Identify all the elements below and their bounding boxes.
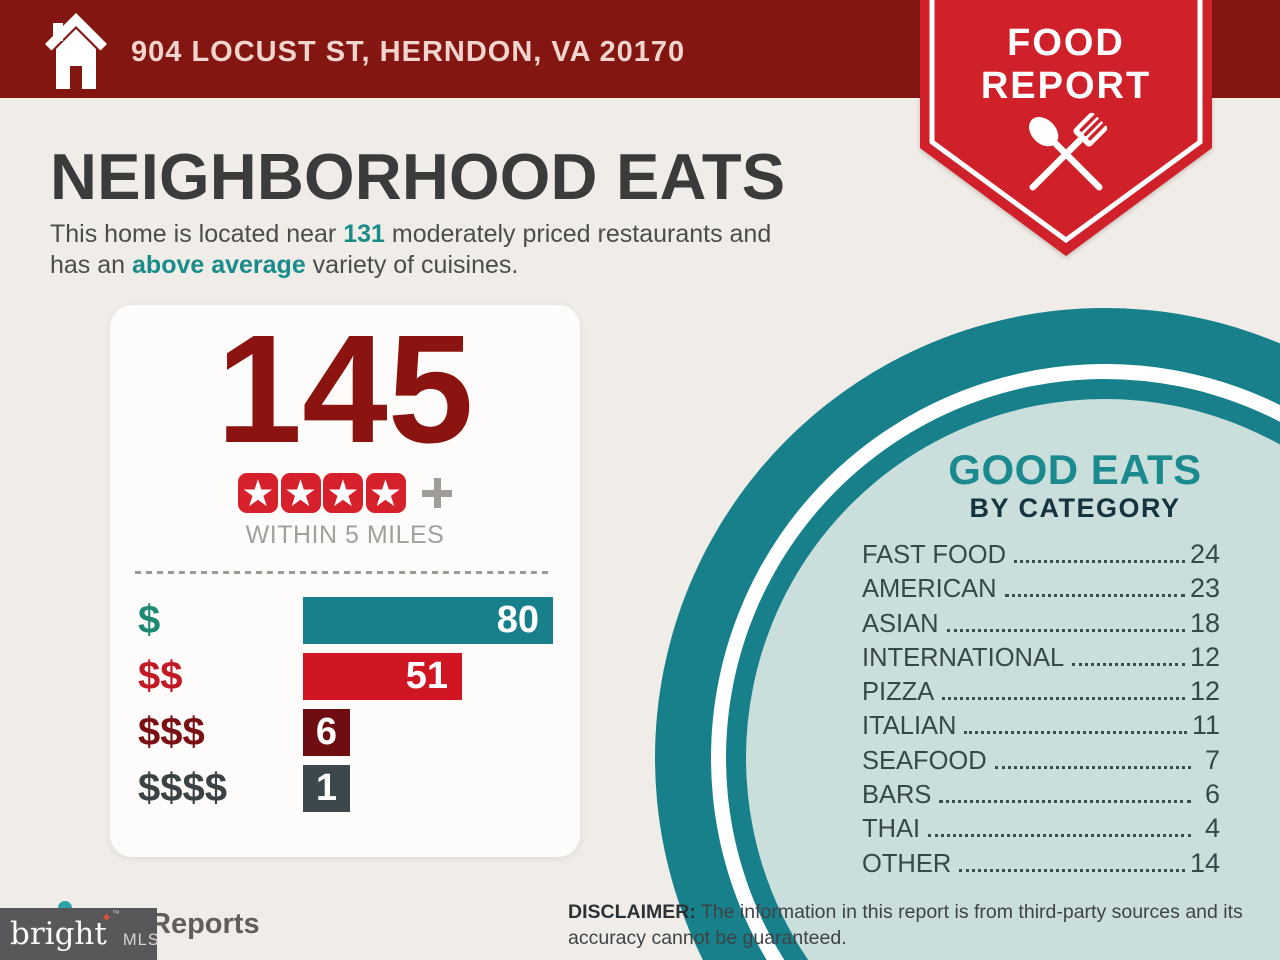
- category-row: PIZZA 12: [862, 676, 1220, 710]
- category-label: FAST FOOD: [862, 541, 1007, 569]
- price-tier-bar: 1: [303, 765, 350, 812]
- trademark-symbol: ™: [111, 908, 120, 918]
- intro-l2a: has an: [50, 251, 133, 279]
- intro-text: This home is located near 131 moderately…: [50, 219, 771, 281]
- badge-line1: FOOD: [1007, 22, 1125, 64]
- category-label: AMERICAN: [862, 575, 997, 604]
- category-row: BARS 6: [862, 779, 1220, 813]
- price-tier-bar: 51: [303, 653, 462, 700]
- dotted-leader: [1072, 662, 1185, 666]
- category-label: BARS: [862, 781, 932, 810]
- good-eats-title: GOOD EATS: [948, 446, 1202, 493]
- price-tier-row: $$ 51: [110, 653, 580, 700]
- variety-highlight: above average: [132, 251, 306, 279]
- dotted-leader: [959, 868, 1185, 872]
- bright-logo-text: bright ✦ ™: [10, 908, 120, 952]
- category-label: OTHER: [862, 849, 952, 878]
- bright-logo-star-icon: ✦: [100, 910, 112, 926]
- dotted-leader: [1014, 560, 1185, 563]
- property-address: 904 LOCUST ST, HERNDON, VA 20170: [131, 36, 686, 68]
- star-rating: ★ ★ ★ ★: [110, 473, 580, 515]
- category-value: 7: [1204, 744, 1220, 775]
- category-row: SEAFOOD 7: [862, 745, 1220, 779]
- category-list: FAST FOOD 24 AMERICAN 23 ASIAN 18 INTERNATIONA…: [862, 539, 1220, 882]
- plus-icon: [422, 478, 452, 508]
- price-tier-label: $$$: [138, 710, 205, 754]
- food-report-badge: FOOD REPORT: [918, 0, 1214, 267]
- price-tier-row: $$$ 6: [110, 709, 580, 756]
- mls-logo-text: MLS: [122, 930, 160, 949]
- by-category-subtitle: BY CATEGORY: [969, 493, 1181, 523]
- category-row: ITALIAN 11: [862, 710, 1220, 744]
- dotted-leader: [964, 731, 1187, 735]
- restaurant-count: 131: [343, 220, 385, 248]
- dotted-leader: [942, 697, 1185, 701]
- category-label: INTERNATIONAL: [862, 643, 1065, 672]
- bright-mls-logo: bright ✦ ™ MLS: [0, 908, 160, 960]
- category-label: ASIAN: [862, 609, 939, 638]
- category-value: 14: [1189, 847, 1220, 878]
- dotted-leader: [994, 765, 1191, 769]
- category-value: 18: [1189, 607, 1220, 638]
- category-row: FAST FOOD 24: [862, 539, 1220, 573]
- price-tier-value: 1: [315, 767, 338, 809]
- price-tier-row: $$$$ 1: [110, 765, 580, 812]
- intro-l2c: variety of cuisines.: [305, 251, 519, 279]
- star-icon: ★: [365, 473, 406, 515]
- disclaimer-line1: The information in this report is from t…: [695, 901, 1243, 923]
- category-row: AMERICAN 23: [862, 573, 1220, 607]
- category-value: 12: [1189, 641, 1220, 672]
- category-value: 24: [1189, 539, 1220, 569]
- category-label: SEAFOOD: [862, 746, 987, 775]
- star-icon: ★: [280, 473, 321, 515]
- category-value: 12: [1189, 676, 1220, 707]
- price-tier-value: 80: [496, 599, 539, 641]
- reports-logo-text: Reports: [150, 908, 260, 940]
- restaurant-total: 145: [216, 303, 474, 475]
- price-tier-label: $$$$: [138, 766, 227, 810]
- page-title: NEIGHBORHOOD EATS: [50, 140, 786, 213]
- within-miles-label: WITHIN 5 MILES: [245, 521, 445, 549]
- price-tier-bar: 80: [303, 597, 553, 644]
- star-icon: ★: [238, 473, 278, 515]
- badge-line2: REPORT: [981, 65, 1151, 107]
- dotted-leader: [1004, 594, 1185, 598]
- category-label: THAI: [862, 815, 921, 844]
- restaurant-summary-card: 145 ★ ★ ★ ★ WITHIN 5 MILES $80 $$ 51 $$$ 6 $$$$ 1: [110, 305, 580, 857]
- category-value: 23: [1189, 573, 1220, 604]
- dotted-leader: [946, 628, 1185, 632]
- price-tier-label: $$: [138, 654, 183, 698]
- price-tier-label: $: [138, 598, 161, 642]
- disclaimer-line2: accuracy cannot be guaranteed.: [568, 927, 847, 949]
- dotted-leader: [939, 800, 1191, 804]
- category-value: 11: [1191, 710, 1220, 741]
- price-tier-bar: 6: [303, 709, 350, 756]
- star-icon: ★: [323, 473, 363, 515]
- category-row: THAI 4: [862, 813, 1220, 847]
- category-row: INTERNATIONAL 12: [862, 642, 1220, 676]
- disclaimer: DISCLAIMER: The information in this repo…: [568, 899, 1248, 951]
- category-label: ITALIAN: [862, 712, 957, 741]
- category-value: 4: [1204, 813, 1220, 844]
- category-label: PIZZA: [862, 678, 935, 707]
- dashed-separator: [135, 571, 553, 574]
- category-row: OTHER 14: [862, 848, 1220, 882]
- intro-l1a: This home is located near: [50, 220, 344, 248]
- crossed-utensils-icon: [1029, 112, 1108, 191]
- disclaimer-label: DISCLAIMER:: [568, 901, 696, 923]
- price-tier-row: $80: [110, 597, 580, 644]
- category-value: 6: [1204, 779, 1220, 810]
- dotted-leader: [928, 834, 1191, 838]
- price-tier-value: 51: [405, 655, 448, 697]
- home-icon: [45, 11, 107, 96]
- price-tier-bar-chart: $80 $$ 51 $$$ 6 $$$$ 1: [110, 597, 580, 821]
- intro-l1c: moderately priced restaurants and: [384, 220, 772, 248]
- price-tier-value: 6: [315, 711, 338, 753]
- category-row: ASIAN 18: [862, 608, 1220, 642]
